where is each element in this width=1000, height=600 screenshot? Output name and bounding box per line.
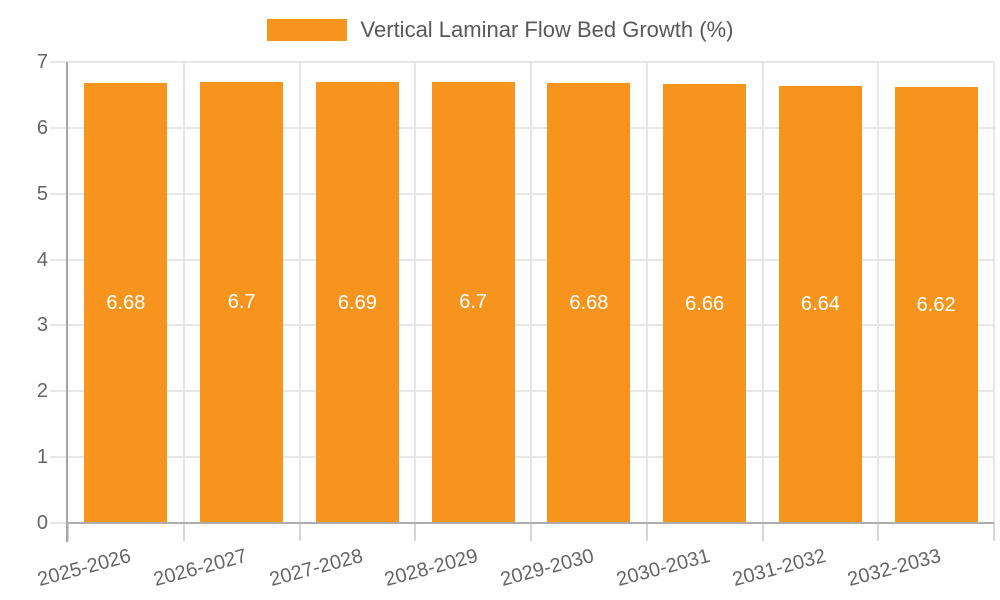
x-axis-tick <box>182 523 185 541</box>
chart-legend[interactable]: Vertical Laminar Flow Bed Growth (%) <box>0 17 1000 43</box>
x-axis-line <box>66 522 994 524</box>
bar-2027-2028 <box>315 82 399 523</box>
x-axis-tick-label: 2031-2032 <box>729 545 829 592</box>
x-gridline <box>414 62 417 523</box>
x-gridline <box>993 62 995 523</box>
bar-2025-2026 <box>84 83 168 523</box>
x-axis-tick <box>298 523 301 541</box>
bar-value-label: 6.7 <box>459 291 488 314</box>
x-axis-tick-label: 2029-2030 <box>498 545 597 592</box>
x-axis-tick-label: 2032-2033 <box>845 545 944 592</box>
bar-2032-2033 <box>894 87 978 523</box>
bar-2026-2027 <box>200 81 284 523</box>
y-axis-tick-label: 0 <box>36 512 48 534</box>
x-axis-tick <box>645 523 648 541</box>
y-axis-tick-label: 2 <box>36 380 48 403</box>
x-gridline <box>761 62 764 523</box>
y-axis-tick-label: 4 <box>36 248 48 271</box>
x-gridline <box>182 62 185 523</box>
y-gridline <box>50 324 994 327</box>
bar-value-label: 6.68 <box>106 292 146 315</box>
bar-value-label: 6.66 <box>685 292 725 315</box>
bar-2029-2030 <box>547 83 631 523</box>
x-axis-tick-label: 2026-2027 <box>151 545 250 592</box>
bar-value-label: 6.69 <box>337 291 377 314</box>
y-gridline <box>50 192 994 195</box>
y-axis-line <box>66 62 68 542</box>
y-gridline <box>50 390 994 393</box>
y-axis-tick-label: 6 <box>36 116 48 139</box>
x-axis-tick-label: 2030-2031 <box>614 545 713 592</box>
bar-2030-2031 <box>663 84 747 523</box>
y-gridline <box>50 61 994 63</box>
bar-value-label: 6.68 <box>569 292 609 315</box>
x-axis-tick <box>761 523 764 541</box>
legend-label: Vertical Laminar Flow Bed Growth (%) <box>360 17 734 42</box>
y-axis-tick-label: 3 <box>36 314 48 337</box>
bar-2028-2029 <box>431 81 515 523</box>
y-axis-tick <box>50 522 68 524</box>
y-axis-tick-label: 1 <box>36 446 48 469</box>
x-axis-tick-label: 2027-2028 <box>266 545 366 592</box>
bar-value-label: 6.7 <box>227 291 256 314</box>
bar-value-label: 6.64 <box>800 293 840 316</box>
y-axis-tick-label: 7 <box>36 51 48 73</box>
x-axis-tick <box>414 523 417 541</box>
x-gridline <box>530 62 532 523</box>
x-axis-tick-label: 2028-2029 <box>382 545 481 592</box>
y-gridline <box>50 258 994 261</box>
x-axis-tick <box>67 523 69 541</box>
x-gridline <box>877 62 880 523</box>
x-axis-tick <box>993 523 995 541</box>
y-axis-tick-label: 5 <box>36 182 48 205</box>
x-axis-tick <box>877 523 880 541</box>
bar-value-label: 6.62 <box>916 294 956 316</box>
bar-2031-2032 <box>778 85 862 523</box>
x-gridline <box>298 62 301 523</box>
x-gridline <box>645 62 648 523</box>
x-axis-tick <box>530 523 532 541</box>
legend-swatch <box>266 19 347 41</box>
y-gridline <box>50 456 994 459</box>
y-gridline <box>50 126 994 129</box>
x-axis-tick-label: 2025-2026 <box>35 545 134 592</box>
